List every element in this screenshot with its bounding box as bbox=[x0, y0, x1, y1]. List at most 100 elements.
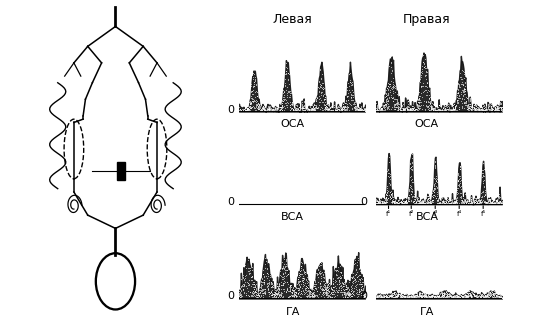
Point bbox=[304, 107, 313, 112]
Point bbox=[391, 292, 400, 297]
Point bbox=[339, 101, 347, 107]
Point bbox=[407, 184, 415, 189]
Point bbox=[381, 293, 390, 299]
Point bbox=[471, 201, 480, 206]
Point bbox=[382, 93, 390, 98]
Point bbox=[291, 286, 299, 291]
Point bbox=[443, 295, 452, 301]
Point bbox=[409, 295, 418, 300]
Point bbox=[415, 96, 423, 102]
Point bbox=[296, 292, 304, 297]
Point bbox=[250, 104, 258, 109]
Point bbox=[353, 259, 361, 264]
Point bbox=[274, 108, 283, 114]
Point bbox=[433, 108, 441, 113]
Point bbox=[456, 183, 465, 189]
Point bbox=[304, 105, 313, 111]
Point bbox=[326, 105, 335, 110]
Point bbox=[420, 200, 429, 206]
Point bbox=[419, 62, 428, 67]
Point bbox=[450, 107, 459, 112]
Point bbox=[493, 201, 502, 206]
Point bbox=[444, 293, 453, 298]
Point bbox=[458, 294, 467, 300]
Point bbox=[482, 199, 490, 205]
Point bbox=[360, 107, 369, 112]
Point bbox=[374, 108, 382, 113]
Point bbox=[444, 293, 452, 299]
Point bbox=[299, 105, 308, 110]
Point bbox=[288, 286, 297, 291]
Point bbox=[236, 106, 245, 112]
Point bbox=[333, 105, 342, 110]
Point bbox=[451, 104, 459, 110]
Point bbox=[492, 108, 501, 114]
Point bbox=[309, 293, 318, 298]
Point bbox=[335, 108, 344, 113]
Point bbox=[293, 106, 302, 111]
Point bbox=[347, 82, 356, 88]
Point bbox=[252, 103, 260, 108]
Point bbox=[309, 101, 318, 107]
Point bbox=[454, 182, 463, 187]
Point bbox=[437, 108, 445, 113]
Point bbox=[246, 105, 255, 110]
Point bbox=[343, 94, 352, 99]
Point bbox=[302, 289, 311, 294]
Point bbox=[259, 295, 267, 300]
Point bbox=[420, 99, 429, 104]
Point bbox=[457, 292, 466, 297]
Point bbox=[347, 283, 355, 289]
Point bbox=[457, 197, 466, 202]
Point bbox=[471, 199, 480, 205]
Point bbox=[263, 284, 272, 289]
Point bbox=[444, 199, 453, 204]
Point bbox=[278, 282, 287, 288]
Point bbox=[409, 106, 417, 111]
Point bbox=[391, 101, 400, 107]
Point bbox=[398, 107, 407, 112]
Point bbox=[478, 168, 487, 173]
Point bbox=[483, 294, 491, 299]
Point bbox=[478, 107, 487, 112]
Point bbox=[303, 106, 312, 112]
Point bbox=[422, 73, 431, 78]
Point bbox=[339, 103, 347, 109]
Point bbox=[353, 107, 362, 112]
Point bbox=[259, 267, 267, 273]
Point bbox=[331, 108, 340, 113]
Point bbox=[437, 291, 446, 297]
Point bbox=[257, 107, 265, 112]
Point bbox=[380, 103, 388, 108]
Point bbox=[275, 293, 284, 298]
Point bbox=[354, 291, 363, 296]
Point bbox=[387, 93, 396, 98]
Point bbox=[273, 108, 281, 113]
Point bbox=[488, 294, 497, 300]
Point bbox=[479, 198, 488, 203]
Point bbox=[381, 294, 390, 299]
Point bbox=[404, 107, 413, 113]
Point bbox=[381, 294, 390, 300]
Point bbox=[273, 105, 281, 111]
Point bbox=[481, 294, 490, 300]
Point bbox=[478, 189, 487, 194]
Point bbox=[459, 295, 468, 300]
Point bbox=[377, 105, 386, 111]
Point bbox=[471, 107, 480, 113]
Point bbox=[428, 105, 437, 111]
Point bbox=[492, 294, 501, 299]
Point bbox=[390, 103, 399, 108]
Point bbox=[355, 281, 364, 287]
Point bbox=[311, 98, 320, 104]
Point bbox=[249, 74, 257, 79]
Point bbox=[416, 291, 424, 296]
Point bbox=[388, 198, 396, 204]
Point bbox=[264, 106, 273, 111]
Point bbox=[288, 295, 297, 300]
Point bbox=[496, 294, 505, 300]
Point bbox=[265, 290, 273, 295]
Point bbox=[443, 196, 452, 201]
Point bbox=[275, 280, 284, 286]
Point bbox=[440, 290, 448, 295]
